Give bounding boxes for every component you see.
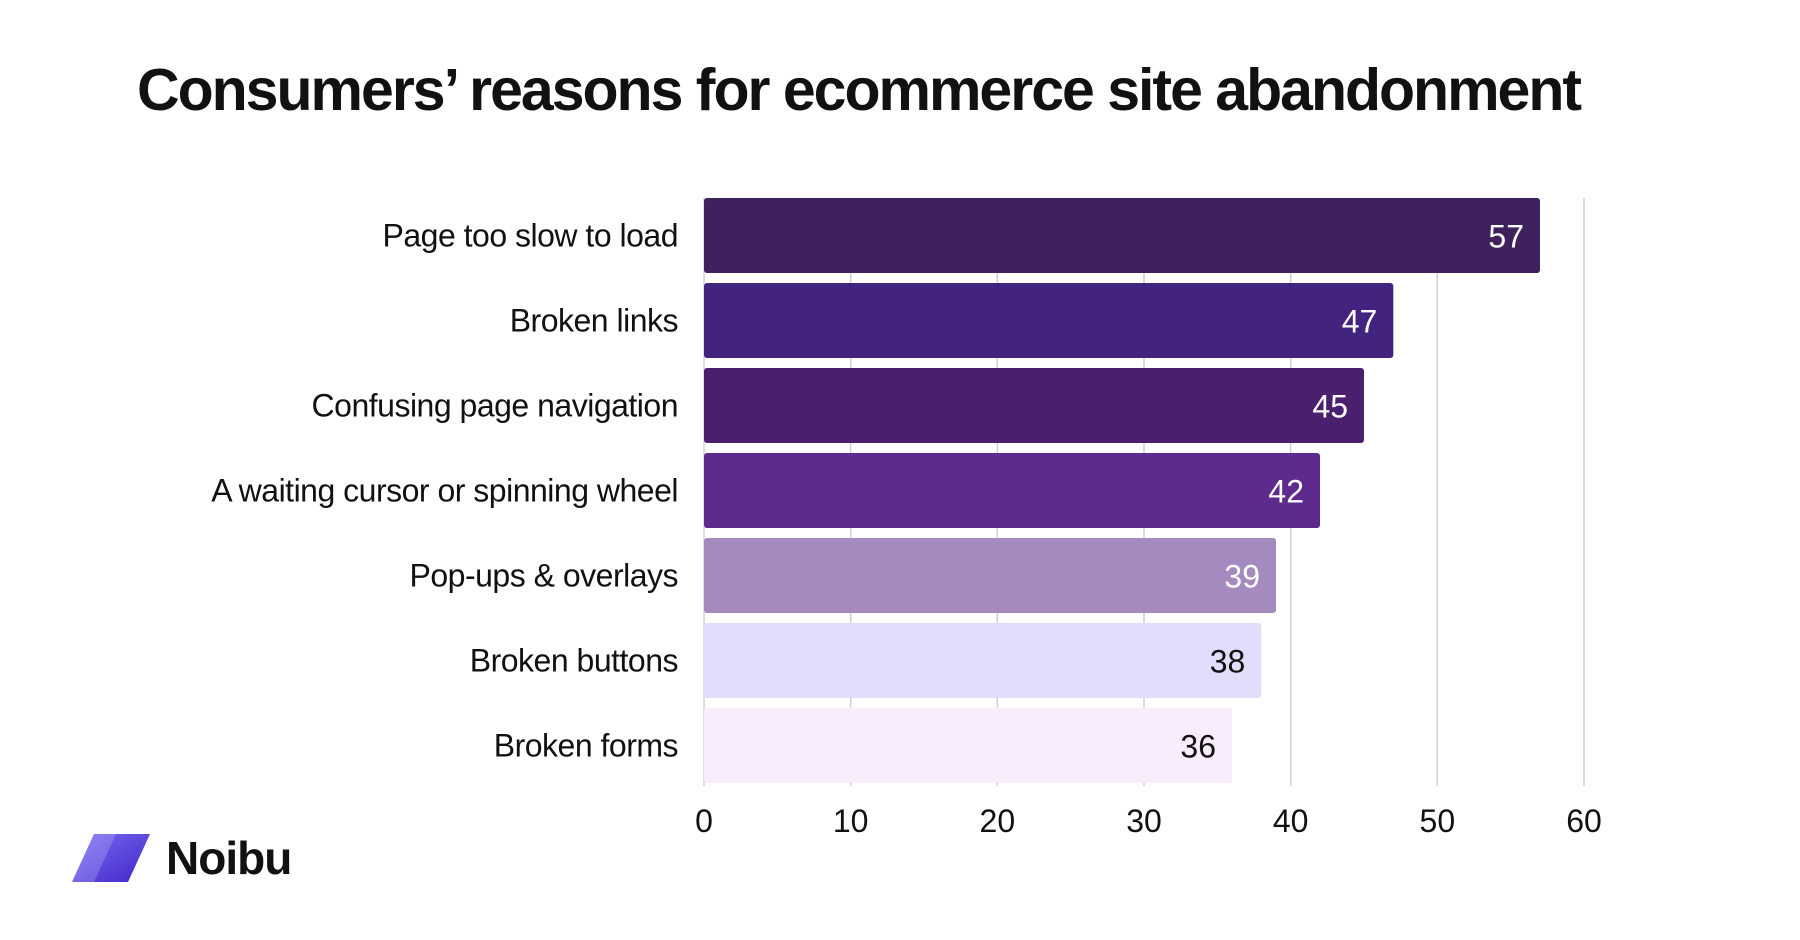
bar-5 xyxy=(704,538,1276,613)
value-label-4: 42 xyxy=(1268,474,1304,510)
bar-7 xyxy=(704,708,1232,783)
category-label-1: Page too slow to load xyxy=(383,218,678,254)
bars: Page too slow to load 57 Broken links 47 Con… xyxy=(211,198,1540,783)
value-label-7: 36 xyxy=(1180,729,1216,765)
x-tick-label-50: 50 xyxy=(1420,803,1456,839)
value-label-6: 38 xyxy=(1210,644,1246,680)
category-label-6: Broken buttons xyxy=(470,643,678,679)
bar-4 xyxy=(704,453,1320,528)
bar-2 xyxy=(704,283,1394,358)
x-tick-label-0: 0 xyxy=(695,803,713,839)
category-label-5: Pop-ups & overlays xyxy=(410,558,678,594)
brand-name: Noibu xyxy=(166,832,292,884)
category-label-3: Confusing page navigation xyxy=(312,388,678,424)
category-label-4: A waiting cursor or spinning wheel xyxy=(211,473,678,509)
bar-1 xyxy=(704,198,1540,273)
x-tick-label-40: 40 xyxy=(1273,803,1309,839)
parallelogram-logo-icon xyxy=(72,834,150,882)
x-tick-label-10: 10 xyxy=(833,803,869,839)
brand-logo: Noibu xyxy=(72,832,292,884)
x-tick-label-20: 20 xyxy=(980,803,1016,839)
value-label-3: 45 xyxy=(1312,389,1348,425)
x-tick-label-60: 60 xyxy=(1566,803,1602,839)
x-axis: 0 10 20 30 40 50 60 xyxy=(695,803,1602,839)
value-label-2: 47 xyxy=(1342,304,1378,340)
category-label-2: Broken links xyxy=(510,303,678,339)
bar-3 xyxy=(704,368,1364,443)
bar-6 xyxy=(704,623,1262,698)
chart-title: Consumers’ reasons for ecommerce site ab… xyxy=(137,57,1582,123)
value-label-1: 57 xyxy=(1488,219,1524,255)
x-tick-label-30: 30 xyxy=(1126,803,1162,839)
category-label-7: Broken forms xyxy=(494,728,678,764)
value-label-5: 39 xyxy=(1224,559,1260,595)
